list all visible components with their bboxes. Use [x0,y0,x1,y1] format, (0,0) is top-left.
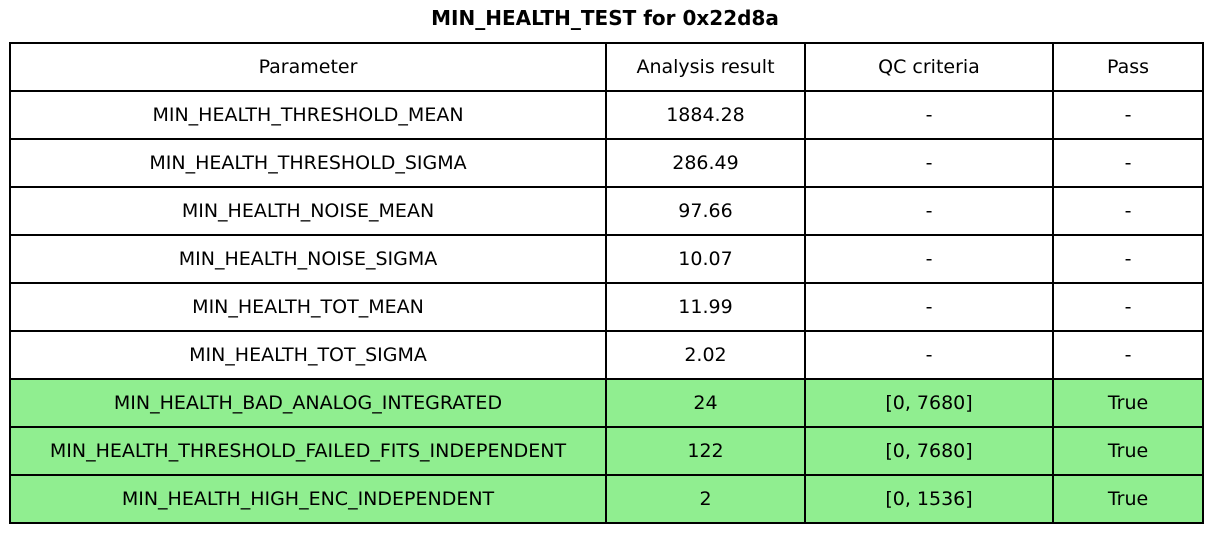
parameter-cell: MIN_HEALTH_TOT_SIGMA [9,330,607,380]
table-row: MIN_HEALTH_THRESHOLD_SIGMA 286.49 - - [9,138,1204,188]
qc-cell: [0, 1536] [804,474,1054,524]
result-cell: 1884.28 [605,90,806,140]
parameter-cell: MIN_HEALTH_HIGH_ENC_INDEPENDENT [9,474,607,524]
pass-cell: - [1052,90,1204,140]
table-row: MIN_HEALTH_THRESHOLD_MEAN 1884.28 - - [9,90,1204,140]
parameter-cell: MIN_HEALTH_NOISE_MEAN [9,186,607,236]
result-cell: 122 [605,426,806,476]
column-header-analysis-result: Analysis result [605,42,806,92]
pass-cell: - [1052,282,1204,332]
parameter-cell: MIN_HEALTH_THRESHOLD_FAILED_FITS_INDEPEN… [9,426,607,476]
pass-cell: True [1052,474,1204,524]
table-row-pass: MIN_HEALTH_BAD_ANALOG_INTEGRATED 24 [0, … [9,378,1204,428]
page-title: MIN_HEALTH_TEST for 0x22d8a [431,6,779,30]
result-cell: 286.49 [605,138,806,188]
qc-cell: [0, 7680] [804,378,1054,428]
parameter-cell: MIN_HEALTH_THRESHOLD_SIGMA [9,138,607,188]
result-cell: 97.66 [605,186,806,236]
table-row: MIN_HEALTH_TOT_MEAN 11.99 - - [9,282,1204,332]
pass-cell: True [1052,426,1204,476]
column-header-pass: Pass [1052,42,1204,92]
parameter-cell: MIN_HEALTH_TOT_MEAN [9,282,607,332]
result-cell: 2 [605,474,806,524]
table-row-pass: MIN_HEALTH_HIGH_ENC_INDEPENDENT 2 [0, 15… [9,474,1204,524]
qc-results-table: Parameter Analysis result QC criteria Pa… [9,42,1204,524]
header-row: Parameter Analysis result QC criteria Pa… [9,42,1204,92]
qc-cell: - [804,234,1054,284]
qc-cell: - [804,186,1054,236]
result-cell: 2.02 [605,330,806,380]
table-row-pass: MIN_HEALTH_THRESHOLD_FAILED_FITS_INDEPEN… [9,426,1204,476]
table-row: MIN_HEALTH_TOT_SIGMA 2.02 - - [9,330,1204,380]
parameter-cell: MIN_HEALTH_THRESHOLD_MEAN [9,90,607,140]
result-cell: 24 [605,378,806,428]
pass-cell: - [1052,330,1204,380]
parameter-cell: MIN_HEALTH_NOISE_SIGMA [9,234,607,284]
table-row: MIN_HEALTH_NOISE_MEAN 97.66 - - [9,186,1204,236]
result-cell: 10.07 [605,234,806,284]
column-header-parameter: Parameter [9,42,607,92]
qc-cell: - [804,90,1054,140]
pass-cell: - [1052,138,1204,188]
pass-cell: - [1052,234,1204,284]
result-cell: 11.99 [605,282,806,332]
qc-cell: [0, 7680] [804,426,1054,476]
pass-cell: True [1052,378,1204,428]
parameter-cell: MIN_HEALTH_BAD_ANALOG_INTEGRATED [9,378,607,428]
pass-cell: - [1052,186,1204,236]
table-body: MIN_HEALTH_THRESHOLD_MEAN 1884.28 - - MI… [9,90,1204,524]
qc-cell: - [804,330,1054,380]
qc-cell: - [804,138,1054,188]
table-row: MIN_HEALTH_NOISE_SIGMA 10.07 - - [9,234,1204,284]
column-header-qc-criteria: QC criteria [804,42,1054,92]
qc-cell: - [804,282,1054,332]
